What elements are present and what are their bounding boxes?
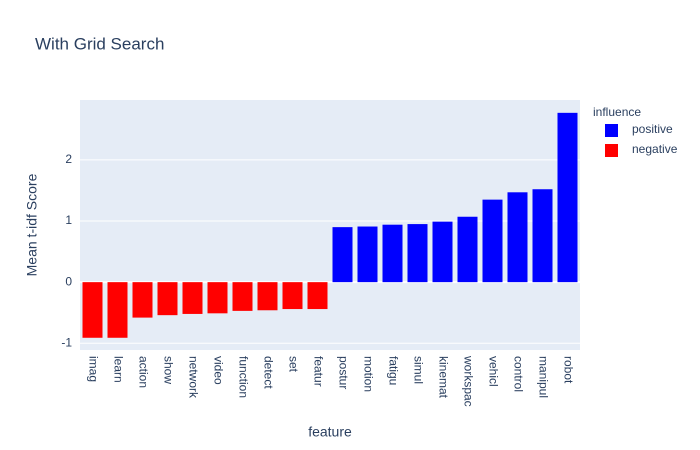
y-tick-label: 1	[65, 213, 72, 227]
y-tick-label: 2	[65, 152, 72, 166]
x-tick-label: kinemat	[436, 356, 450, 399]
bar	[507, 192, 528, 283]
bar	[457, 216, 478, 283]
x-tick-label: show	[161, 356, 175, 384]
bar	[232, 282, 253, 311]
chart-title: With Grid Search	[35, 34, 164, 53]
x-tick-label: simul	[411, 356, 425, 384]
bar	[407, 224, 428, 283]
bar	[332, 227, 353, 283]
x-tick-label: learn	[111, 356, 125, 383]
bar	[307, 282, 328, 310]
bar	[532, 189, 553, 283]
x-tick-label: motion	[361, 356, 375, 392]
x-tick-label: function	[236, 356, 250, 398]
bar	[82, 282, 103, 338]
bar	[357, 226, 378, 283]
x-tick-label: workspac	[461, 355, 475, 407]
bar	[207, 282, 228, 314]
legend-swatch	[605, 124, 618, 137]
bar	[482, 199, 503, 283]
x-tick-label: imag	[86, 356, 100, 382]
bar	[257, 282, 278, 311]
y-axis-title: Mean t-idf Score	[24, 173, 40, 276]
y-tick-label: 0	[65, 274, 72, 288]
x-tick-label: fatigu	[386, 356, 400, 385]
x-tick-label: vehicl	[486, 356, 500, 387]
x-tick-label: control	[511, 356, 525, 392]
x-tick-label: manipul	[536, 356, 550, 398]
x-tick-label: action	[136, 356, 150, 388]
legend-label: negative	[632, 142, 678, 156]
x-tick-label: set	[286, 356, 300, 373]
legend-label: positive	[632, 122, 673, 136]
bar	[432, 221, 453, 283]
legend-swatch	[605, 144, 618, 157]
bar	[382, 224, 403, 283]
x-tick-label: featur	[311, 356, 325, 387]
bar	[557, 112, 578, 283]
legend-title: influence	[593, 105, 641, 119]
bar	[157, 282, 178, 316]
y-tick-label: -1	[61, 335, 72, 349]
x-tick-label: video	[211, 356, 225, 385]
bar	[282, 282, 303, 310]
x-tick-label: postur	[336, 356, 350, 389]
x-tick-label: robot	[561, 356, 575, 384]
x-axis-title: feature	[308, 424, 352, 440]
bar	[182, 282, 203, 314]
x-tick-label: network	[186, 356, 200, 399]
bar	[132, 282, 153, 318]
plot-area	[80, 100, 580, 350]
bar	[107, 282, 128, 338]
x-tick-label: detect	[261, 356, 275, 389]
